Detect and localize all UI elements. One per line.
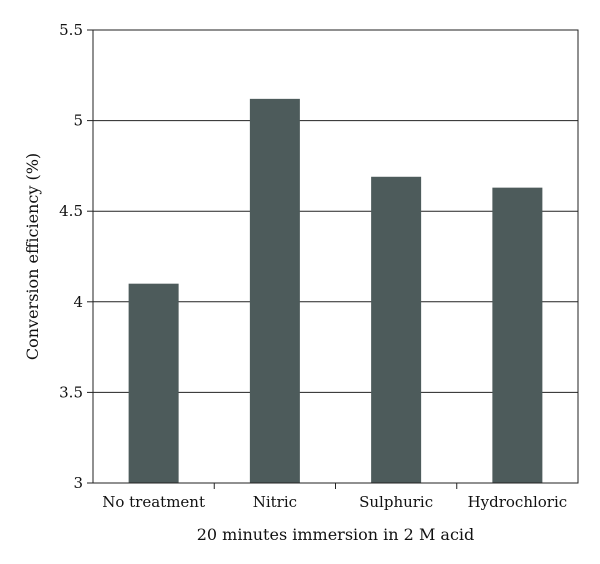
x-axis-title: 20 minutes immersion in 2 M acid bbox=[197, 525, 475, 544]
bars bbox=[128, 98, 543, 484]
x-tick-label: Sulphuric bbox=[359, 493, 433, 511]
plot-frame bbox=[92, 29, 579, 484]
x-tick-label: Hydrochloric bbox=[468, 493, 568, 511]
bar bbox=[249, 98, 300, 483]
y-tick-label: 4 bbox=[73, 293, 83, 311]
bar bbox=[128, 283, 179, 483]
y-tick-label: 5 bbox=[73, 112, 83, 130]
y-tick-label: 3.5 bbox=[59, 383, 83, 401]
y-tick-label: 3 bbox=[73, 474, 83, 492]
bar bbox=[371, 176, 422, 483]
y-tick-label: 4.5 bbox=[59, 202, 83, 220]
x-tick-label: No treatment bbox=[102, 493, 205, 511]
y-axis-ticks: 3 3.5 4 4.5 5 5.5 bbox=[59, 21, 93, 492]
y-axis-title: Conversion efficiency (%) bbox=[23, 153, 42, 360]
x-tick-label: Nitric bbox=[253, 493, 297, 511]
x-axis-ticks: No treatment Nitric Sulphuric Hydrochloric bbox=[102, 483, 567, 511]
y-tick-label: 5.5 bbox=[59, 21, 83, 39]
bar bbox=[492, 187, 543, 484]
